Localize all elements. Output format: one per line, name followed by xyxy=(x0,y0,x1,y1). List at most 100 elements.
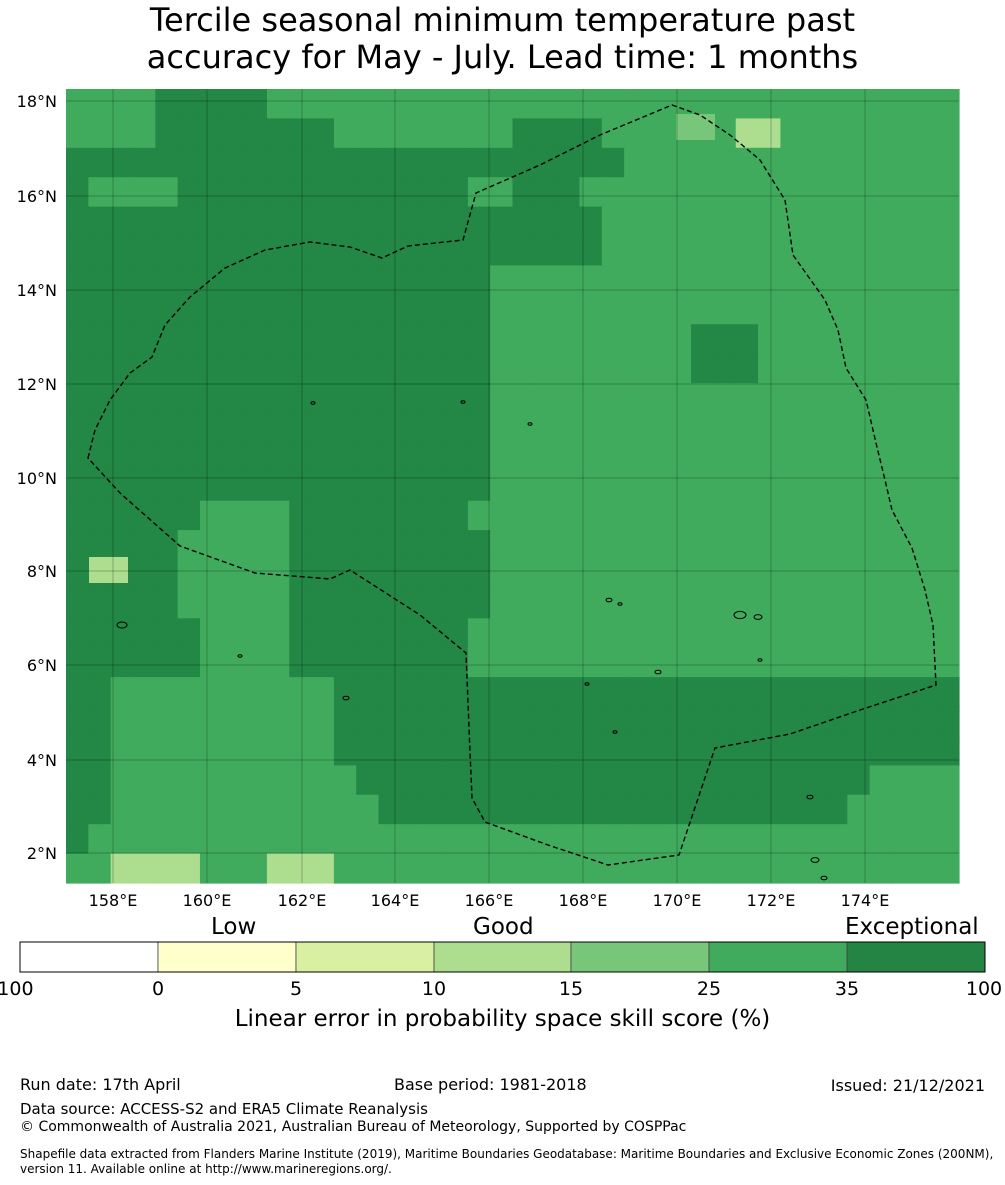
grid-cell xyxy=(222,559,246,590)
grid-cell xyxy=(892,441,915,472)
grid-cell xyxy=(333,206,357,237)
grid-cell xyxy=(423,794,447,825)
grid-cell xyxy=(311,294,335,325)
grid-cell xyxy=(177,530,201,561)
grid-cell xyxy=(802,118,826,149)
grid-cell xyxy=(132,118,156,149)
grid-cell xyxy=(825,647,848,678)
grid-cell xyxy=(869,294,893,325)
grid-cell xyxy=(735,383,759,414)
grid-cell xyxy=(691,588,715,619)
grid-cell xyxy=(691,383,715,414)
grid-cell xyxy=(333,294,357,325)
grid-cell xyxy=(244,206,268,237)
grid-cell xyxy=(266,706,290,737)
grid-cell xyxy=(691,500,715,531)
grid-cell xyxy=(266,441,290,472)
grid-cell xyxy=(557,559,581,590)
grid-cell xyxy=(534,618,558,649)
grid-cell xyxy=(244,147,268,178)
grid-cell xyxy=(847,236,871,267)
grid-cell xyxy=(490,118,514,149)
grid-cell xyxy=(557,824,581,855)
grid-cell xyxy=(936,353,960,384)
grid-cell xyxy=(646,588,670,619)
grid-cell xyxy=(825,794,848,825)
grid-cell xyxy=(266,677,290,708)
grid-cell xyxy=(467,618,491,649)
grid-cell xyxy=(445,647,469,678)
grid-cell xyxy=(423,530,447,561)
grid-cell xyxy=(668,324,692,355)
grid-cell xyxy=(601,383,625,414)
grid-cell xyxy=(869,765,893,796)
grid-cell xyxy=(780,706,804,737)
grid-cell xyxy=(713,530,737,561)
grid-cell xyxy=(88,706,112,737)
grid-cell xyxy=(557,530,581,561)
grid-cell xyxy=(735,765,759,796)
grid-cell xyxy=(266,794,290,825)
grid-cell xyxy=(892,853,915,884)
grid-cell xyxy=(668,588,692,619)
island-coastline xyxy=(757,658,763,662)
shapefile-credit: Shapefile data extracted from Flanders M… xyxy=(20,1147,994,1176)
grid-cell xyxy=(780,147,804,178)
grid-cell xyxy=(333,383,357,414)
grid-cell xyxy=(356,294,380,325)
lon-tick-label: 158°E xyxy=(89,891,138,910)
grid-cell xyxy=(155,618,179,649)
grid-cell xyxy=(758,824,781,855)
grid-cell xyxy=(266,853,290,884)
grid-cell xyxy=(110,89,134,120)
grid-cell xyxy=(423,588,447,619)
grid-cell xyxy=(467,147,491,178)
coastlines xyxy=(116,400,828,881)
grid-cell xyxy=(758,735,781,766)
grid-cell xyxy=(579,412,603,443)
grid-cell xyxy=(177,412,201,443)
grid-cell xyxy=(423,500,447,531)
grid-cell xyxy=(311,353,335,384)
grid-cell xyxy=(467,89,491,120)
grid-cell xyxy=(289,89,313,120)
grid-cell xyxy=(445,530,469,561)
grid-cell xyxy=(88,383,112,414)
grid-cell xyxy=(802,500,826,531)
grid-cell xyxy=(624,794,648,825)
grid-cell xyxy=(311,324,335,355)
grid-cell xyxy=(624,824,648,855)
grid-cell xyxy=(199,383,223,414)
grid-cell xyxy=(735,471,759,502)
grid-cell xyxy=(601,618,625,649)
grid-cell xyxy=(244,177,268,208)
grid-cell xyxy=(847,618,871,649)
grid-cell xyxy=(88,177,112,208)
cb-tick-0: 0 xyxy=(151,978,165,1000)
grid-cell xyxy=(356,236,380,267)
grid-cell xyxy=(155,588,179,619)
grid-cell xyxy=(825,530,848,561)
grid-cell xyxy=(222,89,246,120)
grid-cell xyxy=(132,559,156,590)
grid-cell xyxy=(244,500,268,531)
grid-cell xyxy=(691,353,715,384)
grid-cell xyxy=(423,89,447,120)
grid-cell xyxy=(490,147,514,178)
grid-cell xyxy=(758,647,781,678)
grid-cell xyxy=(512,441,536,472)
grid-cell xyxy=(847,206,871,237)
grid-cell xyxy=(222,383,246,414)
grid-cell xyxy=(199,265,223,296)
lon-tick-label: 160°E xyxy=(183,891,232,910)
grid-cell xyxy=(534,765,558,796)
grid-cell xyxy=(691,177,715,208)
grid-cell xyxy=(110,735,134,766)
grid-cell xyxy=(289,294,313,325)
grid-cell xyxy=(333,530,357,561)
grid-cell xyxy=(534,853,558,884)
grid-cell xyxy=(713,706,737,737)
grid-cell xyxy=(735,236,759,267)
grid-cell xyxy=(400,147,424,178)
grid-cell xyxy=(624,294,648,325)
